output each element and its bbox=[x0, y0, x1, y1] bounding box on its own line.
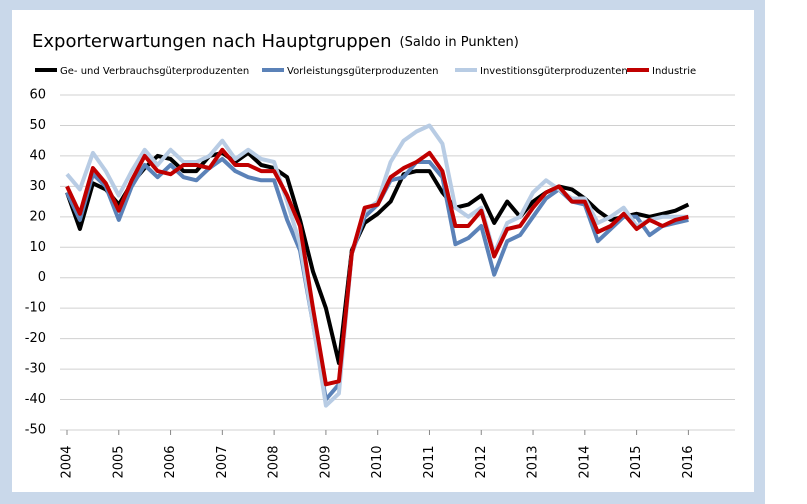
y-tick-label: -50 bbox=[25, 423, 46, 438]
y-tick-label: 40 bbox=[29, 148, 46, 163]
panel bbox=[12, 10, 754, 492]
x-tick-label: 2013 bbox=[526, 445, 541, 478]
y-tick-label: -10 bbox=[25, 301, 46, 316]
chart-title: Exporterwartungen nach Hauptgruppen (Sald… bbox=[32, 31, 519, 52]
y-tick-label: 20 bbox=[29, 209, 46, 224]
x-tick-label: 2009 bbox=[318, 445, 333, 478]
y-tick-label: 60 bbox=[29, 88, 46, 103]
y-tick-label: 50 bbox=[29, 118, 46, 133]
legend-label: Investitionsgüterproduzenten bbox=[480, 66, 628, 77]
x-tick-label: 2015 bbox=[629, 445, 644, 478]
x-tick-label: 2016 bbox=[681, 445, 696, 478]
y-tick-label: -40 bbox=[25, 392, 46, 407]
legend-label: Vorleistungsgüterproduzenten bbox=[287, 66, 438, 77]
legend-label: Industrie bbox=[652, 66, 696, 77]
x-tick-label: 2005 bbox=[111, 445, 126, 478]
x-tick-label: 2008 bbox=[267, 445, 282, 478]
y-tick-label: 10 bbox=[29, 240, 46, 255]
series-line bbox=[65, 147, 689, 387]
x-tick-label: 2007 bbox=[215, 445, 230, 478]
y-tick-label: 0 bbox=[38, 270, 46, 285]
x-tick-label: 2004 bbox=[59, 445, 74, 478]
legend-label: Ge- und Verbrauchsgüterproduzenten bbox=[60, 66, 249, 77]
x-tick-label: 2012 bbox=[474, 445, 489, 478]
y-tick-label: 30 bbox=[29, 179, 46, 194]
x-tick-label: 2011 bbox=[422, 445, 437, 478]
x-tick-label: 2010 bbox=[370, 445, 385, 478]
x-tick-label: 2014 bbox=[577, 445, 592, 478]
y-tick-label: -30 bbox=[25, 362, 46, 377]
title: Exporterwartungen nach Hauptgruppen bbox=[32, 31, 392, 52]
x-tick-label: 2006 bbox=[163, 445, 178, 478]
y-tick-label: -20 bbox=[25, 331, 46, 346]
subtitle: (Saldo in Punkten) bbox=[400, 35, 519, 50]
